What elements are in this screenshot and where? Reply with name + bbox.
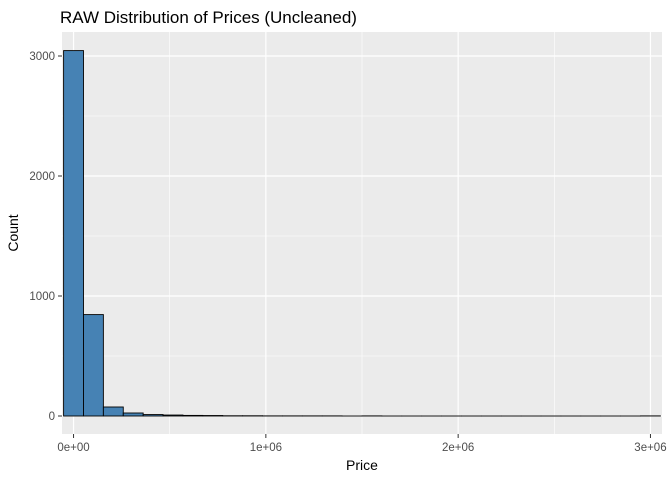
histogram-bar [63, 50, 84, 417]
x-axis-title: Price [346, 457, 378, 473]
x-tick-label: 1e+06 [250, 442, 282, 454]
histogram-bar [162, 414, 184, 417]
chart-title: RAW Distribution of Prices (Uncleaned) [60, 8, 357, 27]
y-tick-label: 1000 [29, 291, 55, 303]
y-axis-title: Count [5, 214, 21, 251]
y-axis-ticks: 0 1000 2000 3000 [29, 51, 62, 423]
histogram-bar [122, 412, 144, 417]
histogram-bar [102, 406, 124, 417]
histogram-bar [83, 314, 104, 417]
x-axis-ticks: 0e+00 1e+06 2e+06 3e+06 [57, 434, 667, 454]
x-tick-label: 3e+06 [634, 442, 666, 454]
y-tick-label: 2000 [29, 171, 55, 183]
histogram-bar [182, 414, 204, 417]
y-tick-label: 3000 [29, 51, 55, 63]
x-tick-label: 2e+06 [442, 442, 474, 454]
x-tick-label: 0e+00 [57, 442, 89, 454]
minor-gridlines [62, 32, 662, 434]
histogram-bar [142, 414, 164, 417]
y-tick-label: 0 [49, 411, 55, 423]
histogram-bars [63, 50, 661, 417]
